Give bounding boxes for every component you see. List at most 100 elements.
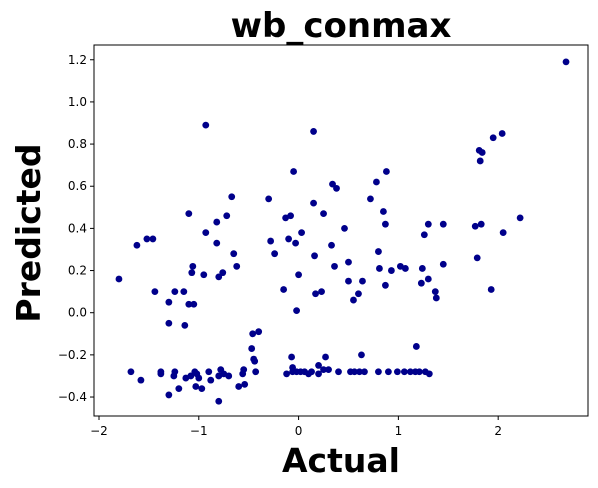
data-point — [393, 368, 401, 376]
x-tick-label: 0 — [295, 424, 303, 438]
data-point — [223, 212, 231, 220]
data-point — [376, 265, 383, 272]
data-points — [115, 58, 570, 405]
data-point — [290, 168, 297, 175]
data-point — [280, 286, 288, 293]
data-point — [298, 229, 305, 237]
data-point — [432, 294, 440, 302]
data-point — [133, 241, 141, 249]
data-point — [473, 254, 481, 262]
data-point — [202, 229, 210, 237]
data-point — [331, 262, 338, 270]
data-point — [188, 269, 196, 277]
data-point — [219, 269, 227, 277]
data-point — [328, 241, 335, 249]
data-point — [165, 319, 173, 327]
data-point — [418, 265, 426, 272]
data-point — [358, 351, 365, 359]
data-point — [240, 366, 248, 374]
data-point — [115, 275, 123, 283]
data-point — [165, 298, 173, 306]
data-point — [318, 288, 325, 296]
data-point — [351, 368, 358, 376]
data-point — [350, 296, 357, 304]
x-tick-label: 1 — [395, 424, 403, 438]
data-point — [225, 372, 233, 380]
data-point — [380, 208, 387, 215]
y-tick-label: −0.2 — [58, 348, 87, 362]
data-point — [375, 248, 382, 255]
data-point — [249, 330, 257, 338]
data-point — [143, 235, 151, 243]
data-point — [424, 275, 432, 283]
data-point — [356, 368, 363, 376]
data-point — [149, 235, 157, 243]
data-point — [308, 368, 315, 376]
data-point — [195, 374, 203, 382]
data-point — [373, 178, 380, 186]
data-point — [345, 258, 352, 266]
data-point — [185, 300, 193, 308]
data-point — [315, 362, 322, 369]
data-point — [181, 321, 189, 329]
data-point — [230, 250, 238, 258]
x-tick-label: 2 — [494, 424, 502, 438]
data-point — [175, 385, 183, 392]
data-point — [187, 372, 195, 380]
data-point — [213, 218, 221, 226]
y-tick-label: 0.0 — [68, 306, 87, 320]
data-point — [383, 168, 390, 175]
data-point — [382, 281, 389, 289]
data-point — [361, 368, 368, 376]
data-point — [192, 383, 200, 390]
data-point — [283, 370, 291, 378]
data-point — [151, 288, 159, 296]
data-point — [341, 224, 348, 232]
data-point — [499, 229, 507, 237]
data-point — [333, 184, 340, 192]
data-point — [180, 288, 188, 296]
data-point — [406, 368, 414, 376]
data-point — [382, 220, 389, 228]
y-tick-label: 1.2 — [68, 53, 87, 67]
data-point — [400, 368, 408, 376]
data-point — [320, 366, 327, 374]
data-point — [215, 273, 223, 281]
data-point — [322, 353, 329, 361]
data-point — [241, 380, 249, 388]
data-point — [424, 220, 432, 228]
data-point — [412, 343, 420, 350]
data-point — [190, 300, 198, 308]
data-point — [252, 368, 260, 376]
data-point — [285, 235, 293, 243]
x-tick-label: −1 — [190, 424, 208, 438]
data-point — [401, 265, 409, 272]
data-point — [189, 262, 197, 270]
data-point — [425, 370, 433, 378]
data-point — [388, 267, 395, 274]
data-point — [477, 220, 485, 228]
data-point — [417, 279, 425, 287]
data-point — [200, 271, 208, 279]
data-point — [215, 397, 223, 405]
data-point — [165, 391, 173, 399]
data-point — [205, 368, 213, 376]
y-tick-label: 1.0 — [68, 95, 87, 109]
data-point — [375, 368, 382, 376]
data-point — [431, 288, 439, 296]
y-tick-label: 0.2 — [68, 264, 87, 278]
data-point — [233, 262, 241, 270]
data-point — [335, 368, 342, 376]
data-point — [320, 210, 327, 218]
data-point — [198, 385, 206, 392]
data-point — [355, 290, 362, 298]
y-tick-label: 0.8 — [68, 137, 87, 151]
data-point — [127, 368, 135, 376]
data-point — [489, 134, 497, 142]
data-point — [439, 220, 447, 228]
data-point — [235, 383, 243, 390]
data-point — [295, 271, 302, 279]
data-point — [359, 277, 366, 285]
data-point — [267, 237, 275, 245]
